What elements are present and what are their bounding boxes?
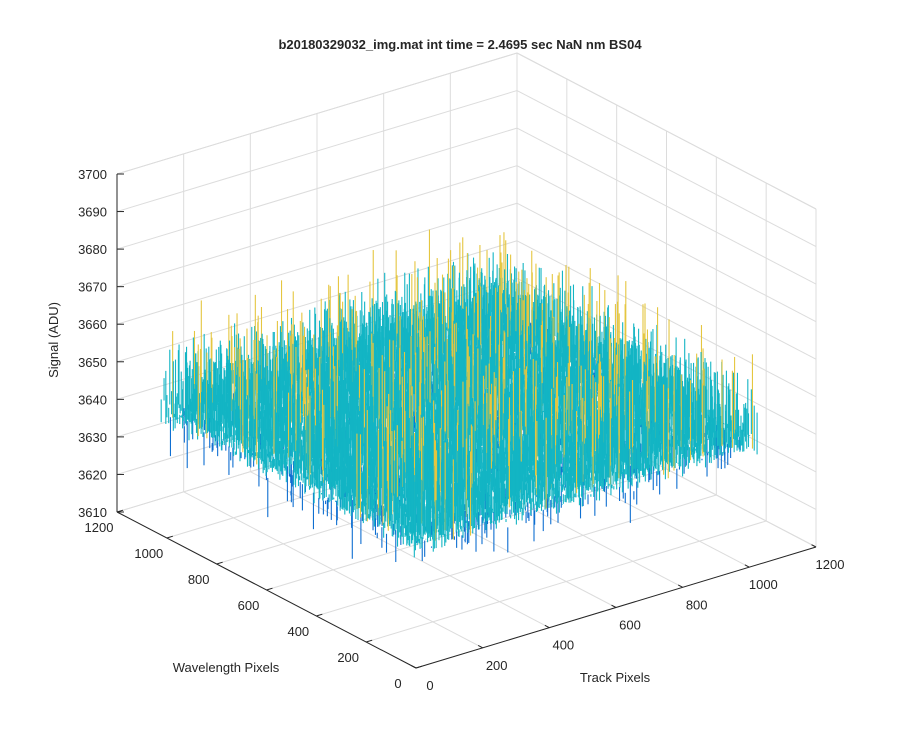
grid-line (516, 277, 817, 435)
grid-line (116, 90, 518, 213)
grid-line (516, 240, 817, 398)
grid-line (516, 90, 817, 247)
grid-line (516, 202, 817, 360)
surface-mesh (160, 229, 758, 563)
grid-line (516, 165, 817, 323)
grid-line (116, 165, 518, 288)
grid-line (366, 520, 767, 643)
grid-line (316, 494, 717, 617)
grid-line (116, 202, 518, 325)
grid-line (516, 127, 817, 285)
grid-line (516, 52, 817, 210)
grid-line (116, 127, 518, 250)
grid-line (116, 52, 518, 175)
